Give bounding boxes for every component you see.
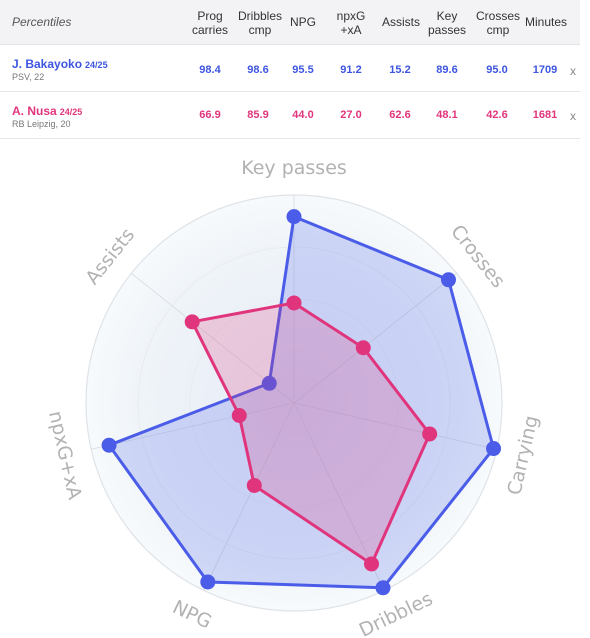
data-point bbox=[422, 426, 438, 442]
axis-label: Key passes bbox=[241, 157, 347, 179]
data-point bbox=[246, 477, 262, 493]
data-point bbox=[375, 580, 391, 596]
percentiles-table: Percentiles Prog carries Dribbles cmp NP… bbox=[0, 0, 590, 150]
col-dribbles-cmp[interactable]: Dribbles cmp bbox=[237, 9, 282, 37]
value-npg: 95.5 bbox=[292, 64, 314, 76]
player-season: 24/25 bbox=[85, 60, 108, 70]
table-header: Percentiles Prog carries Dribbles cmp NP… bbox=[0, 0, 580, 45]
series-area bbox=[190, 301, 432, 566]
data-point bbox=[200, 574, 216, 590]
percentiles-header: Percentiles bbox=[12, 15, 72, 29]
value-assists: 15.2 bbox=[389, 64, 411, 76]
value-npg: 44.0 bbox=[292, 109, 314, 121]
value-minutes: 1709 bbox=[532, 64, 558, 76]
col-npxg-xa[interactable]: npxG +xA bbox=[336, 9, 366, 37]
col-assists[interactable]: Assists bbox=[381, 15, 420, 29]
data-point bbox=[286, 209, 302, 225]
player-meta: RB Leipzig, 20 bbox=[12, 119, 71, 129]
col-key-passes[interactable]: Key passes bbox=[427, 9, 467, 37]
value-key-passes: 48.1 bbox=[436, 109, 458, 121]
data-point bbox=[486, 441, 502, 457]
player-meta: PSV, 22 bbox=[12, 72, 45, 82]
radar-axis-line bbox=[203, 402, 295, 591]
col-prog-carries[interactable]: Prog carries bbox=[191, 9, 228, 37]
col-npg[interactable]: NPG bbox=[289, 15, 316, 29]
remove-player-button[interactable]: x bbox=[570, 64, 576, 78]
data-point bbox=[286, 295, 302, 311]
radar-axis-line bbox=[91, 402, 295, 450]
axis-label: npxG+xA bbox=[44, 409, 86, 502]
data-point bbox=[101, 437, 117, 453]
value-assists: 62.6 bbox=[389, 109, 411, 121]
player-season: 24/25 bbox=[59, 107, 83, 117]
radar-axis-line bbox=[293, 273, 457, 404]
data-point bbox=[440, 272, 456, 288]
value-crosses-cmp: 42.6 bbox=[486, 109, 508, 121]
value-crosses-cmp: 95.0 bbox=[486, 64, 508, 76]
player-name[interactable]: J. Bakayoko 24/25 bbox=[12, 57, 108, 71]
data-point bbox=[261, 375, 277, 391]
axis-label: Carrying bbox=[503, 413, 542, 497]
value-dribbles-cmp: 85.9 bbox=[247, 109, 269, 121]
value-dribbles-cmp: 98.6 bbox=[247, 64, 269, 76]
data-point bbox=[355, 340, 371, 356]
value-npxg-xa: 91.2 bbox=[340, 64, 362, 76]
remove-player-button[interactable]: x bbox=[570, 109, 576, 123]
table-row: A. Nusa 24/25 RB Leipzig, 20 66.9 85.9 44… bbox=[0, 92, 580, 139]
value-minutes: 1681 bbox=[532, 109, 558, 121]
col-minutes[interactable]: Minutes bbox=[524, 15, 568, 29]
data-point bbox=[184, 314, 200, 330]
value-key-passes: 89.6 bbox=[436, 64, 458, 76]
col-crosses-cmp[interactable]: Crosses cmp bbox=[475, 9, 520, 37]
value-prog-carries: 66.9 bbox=[199, 109, 221, 121]
value-prog-carries: 98.4 bbox=[199, 64, 221, 76]
player-name[interactable]: A. Nusa 24/25 bbox=[12, 104, 83, 118]
radar-axis-line bbox=[293, 402, 497, 450]
data-point bbox=[231, 407, 247, 423]
axis-label: NPG bbox=[169, 596, 215, 633]
series-area bbox=[107, 215, 496, 590]
radar-chart: Key passesCrossesCarryingDribblesNPGnpxG… bbox=[44, 157, 543, 638]
value-npxg-xa: 27.0 bbox=[340, 109, 362, 121]
table-row: J. Bakayoko 24/25 PSV, 22 98.4 98.6 95.5 … bbox=[0, 45, 580, 92]
data-point bbox=[364, 556, 380, 572]
